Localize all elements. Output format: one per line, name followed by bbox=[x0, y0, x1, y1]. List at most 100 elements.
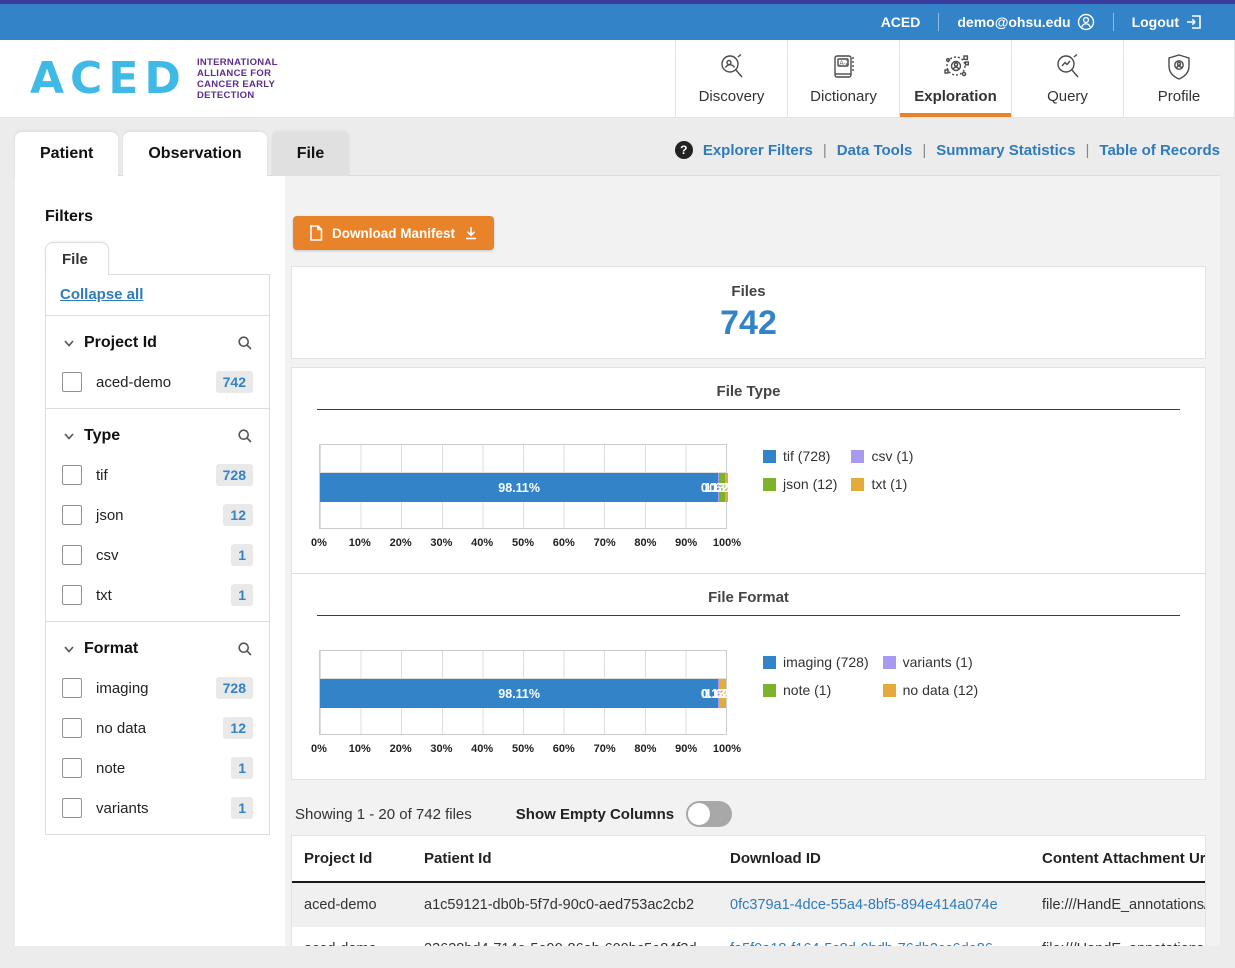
nav-item-discovery[interactable]: Discovery bbox=[675, 40, 787, 117]
search-icon[interactable] bbox=[237, 335, 253, 351]
explorer-tabs: Patient Observation File bbox=[15, 132, 350, 180]
aced-logo[interactable]: ACED INTERNATIONAL ALLIANCE FOR CANCER E… bbox=[0, 40, 278, 117]
checkbox[interactable] bbox=[62, 758, 82, 778]
sidebar-tab-file[interactable]: File bbox=[45, 242, 109, 275]
legend-item-note[interactable]: note (1) bbox=[763, 682, 869, 698]
filter-option-label: aced-demo bbox=[96, 373, 172, 391]
col-header-download-id[interactable]: Download ID bbox=[718, 836, 1030, 883]
filter-group-header[interactable]: Format bbox=[60, 634, 255, 668]
collapse-all-link[interactable]: Collapse all bbox=[60, 286, 144, 303]
nav-item-exploration[interactable]: Exploration bbox=[899, 40, 1011, 117]
chevron-down-icon bbox=[62, 642, 76, 656]
checkbox[interactable] bbox=[62, 545, 82, 565]
filter-group-header[interactable]: Type bbox=[60, 421, 255, 455]
legend-item-json[interactable]: json (12) bbox=[763, 476, 837, 492]
search-icon[interactable] bbox=[237, 641, 253, 657]
col-header-content-attachment-url[interactable]: Content Attachment Url bbox=[1030, 836, 1205, 883]
x-axis-tick: 0% bbox=[311, 537, 327, 549]
checkbox[interactable] bbox=[62, 718, 82, 738]
nav-label: Exploration bbox=[914, 88, 997, 105]
user-menu[interactable]: demo@ohsu.edu bbox=[939, 13, 1112, 31]
checkbox[interactable] bbox=[62, 505, 82, 525]
cell-download-id-link[interactable]: 0fc379a1-4dce-55a4-8bf5-894e414a074e bbox=[718, 882, 1030, 927]
help-icon[interactable]: ? bbox=[674, 141, 693, 159]
bar-segment-tif[interactable]: 98.11% bbox=[320, 473, 719, 502]
legend-swatch bbox=[851, 449, 865, 463]
topbar-brand-label: ACED bbox=[880, 14, 921, 30]
explorer-main: Filters File Collapse all Project Id ace… bbox=[15, 175, 1220, 946]
filter-option-label: no data bbox=[96, 719, 147, 737]
bar-segment-csv[interactable]: 0.13% bbox=[701, 473, 736, 502]
x-axis-tick: 40% bbox=[471, 537, 494, 549]
magnifier-chart-icon bbox=[1053, 52, 1083, 82]
checkbox[interactable] bbox=[62, 372, 82, 392]
col-header-patient-id[interactable]: Patient Id bbox=[412, 836, 718, 883]
legend-item-no-data[interactable]: no data (12) bbox=[882, 682, 978, 698]
bar-segment-variants[interactable]: 0.13% bbox=[701, 679, 736, 708]
chevron-down-icon bbox=[62, 336, 76, 350]
legend-item-csv[interactable]: csv (1) bbox=[851, 448, 913, 464]
files-card-label: Files bbox=[731, 282, 766, 300]
checkbox[interactable] bbox=[62, 798, 82, 818]
link-explorer-filters[interactable]: Explorer Filters bbox=[702, 141, 813, 159]
x-axis-tick: 80% bbox=[634, 743, 657, 755]
checkbox[interactable] bbox=[62, 585, 82, 605]
nav-item-dictionary[interactable]: A-Z Dictionary bbox=[787, 40, 899, 117]
tab-patient[interactable]: Patient bbox=[15, 132, 119, 180]
user-email-label: demo@ohsu.edu bbox=[957, 14, 1071, 30]
legend-swatch bbox=[763, 655, 776, 669]
chart-title: File Type bbox=[716, 383, 781, 400]
logout-button[interactable]: Logout bbox=[1114, 13, 1221, 31]
show-empty-columns-toggle[interactable] bbox=[686, 801, 733, 827]
table-row[interactable]: aced-demo a1c59121-db0b-5f7d-90c0-aed753… bbox=[292, 882, 1205, 927]
col-header-project-id[interactable]: Project Id bbox=[292, 836, 412, 883]
tab-observation[interactable]: Observation bbox=[123, 132, 267, 180]
link-summary-statistics[interactable]: Summary Statistics bbox=[936, 141, 1076, 159]
checkbox[interactable] bbox=[62, 678, 82, 698]
tab-file[interactable]: File bbox=[271, 132, 350, 180]
cell-download-id-link[interactable]: fa5f0a18-f164-5c8d-9bdb-76db2cc6de86 bbox=[718, 927, 1030, 946]
link-data-tools[interactable]: Data Tools bbox=[836, 141, 913, 159]
cell-project-id: aced-demo bbox=[292, 927, 412, 946]
bar-segment-imaging[interactable]: 98.11% bbox=[320, 679, 719, 708]
bar-segment-json[interactable]: 1.62% bbox=[704, 473, 740, 502]
nav-item-profile[interactable]: Profile bbox=[1123, 40, 1235, 117]
nav-label: Discovery bbox=[698, 88, 765, 105]
topbar-brand-link[interactable]: ACED bbox=[863, 14, 939, 30]
app-header: ACED INTERNATIONAL ALLIANCE FOR CANCER E… bbox=[0, 40, 1235, 118]
x-axis-tick: 50% bbox=[511, 537, 535, 549]
bar-segment-label: 1.62% bbox=[704, 480, 740, 495]
bar-segment-txt[interactable]: 0.13% bbox=[709, 473, 745, 502]
logo-subtitle: INTERNATIONAL ALLIANCE FOR CANCER EARLY … bbox=[196, 56, 278, 101]
explorer-content: Download Manifest Files 742 File Type 98… bbox=[285, 176, 1220, 946]
legend-item-txt[interactable]: txt (1) bbox=[851, 476, 913, 492]
filter-count-badge: 742 bbox=[215, 371, 253, 393]
cell-project-id: aced-demo bbox=[292, 882, 412, 927]
link-table-of-records[interactable]: Table of Records bbox=[1099, 141, 1220, 159]
filter-group-header[interactable]: Project Id bbox=[60, 328, 255, 362]
legend-item-variants[interactable]: variants (1) bbox=[882, 654, 979, 670]
legend-label: note (1) bbox=[783, 682, 832, 698]
x-axis-tick: 100% bbox=[712, 537, 742, 549]
nav-item-query[interactable]: Query bbox=[1011, 40, 1123, 117]
bar-segment-note[interactable]: 0.13% bbox=[701, 679, 737, 708]
download-manifest-button[interactable]: Download Manifest bbox=[293, 216, 495, 250]
filter-option-label: txt bbox=[96, 586, 112, 604]
filter-group-project-id: Project Id aced-demo 742 bbox=[46, 316, 269, 409]
filters-title: Filters bbox=[45, 208, 94, 225]
checkbox[interactable] bbox=[62, 465, 82, 485]
x-axis-tick: 80% bbox=[634, 537, 657, 549]
file-type-chart: File Type 98.11% 0.13% 1.62% 0.13% 0% 10% 20%… bbox=[292, 368, 1205, 574]
filter-option-variants: variants 1 bbox=[60, 788, 255, 828]
filter-count-badge: 728 bbox=[215, 677, 253, 699]
search-icon[interactable] bbox=[237, 428, 253, 444]
x-axis-tick: 0% bbox=[311, 743, 327, 755]
legend-item-imaging[interactable]: imaging (728) bbox=[763, 654, 869, 670]
x-axis-tick: 30% bbox=[430, 537, 453, 549]
topbar-divider bbox=[938, 13, 940, 31]
files-table-card: Project Id Patient Id Download ID Conten… bbox=[291, 835, 1206, 946]
x-axis-tick: 10% bbox=[348, 537, 371, 549]
table-row[interactable]: aced-demo 23628bd4-714e-5e90-86ab-609bc5… bbox=[292, 927, 1205, 946]
bar-segment-no-data[interactable]: 1.62% bbox=[705, 679, 740, 708]
legend-item-tif[interactable]: tif (728) bbox=[763, 448, 837, 464]
